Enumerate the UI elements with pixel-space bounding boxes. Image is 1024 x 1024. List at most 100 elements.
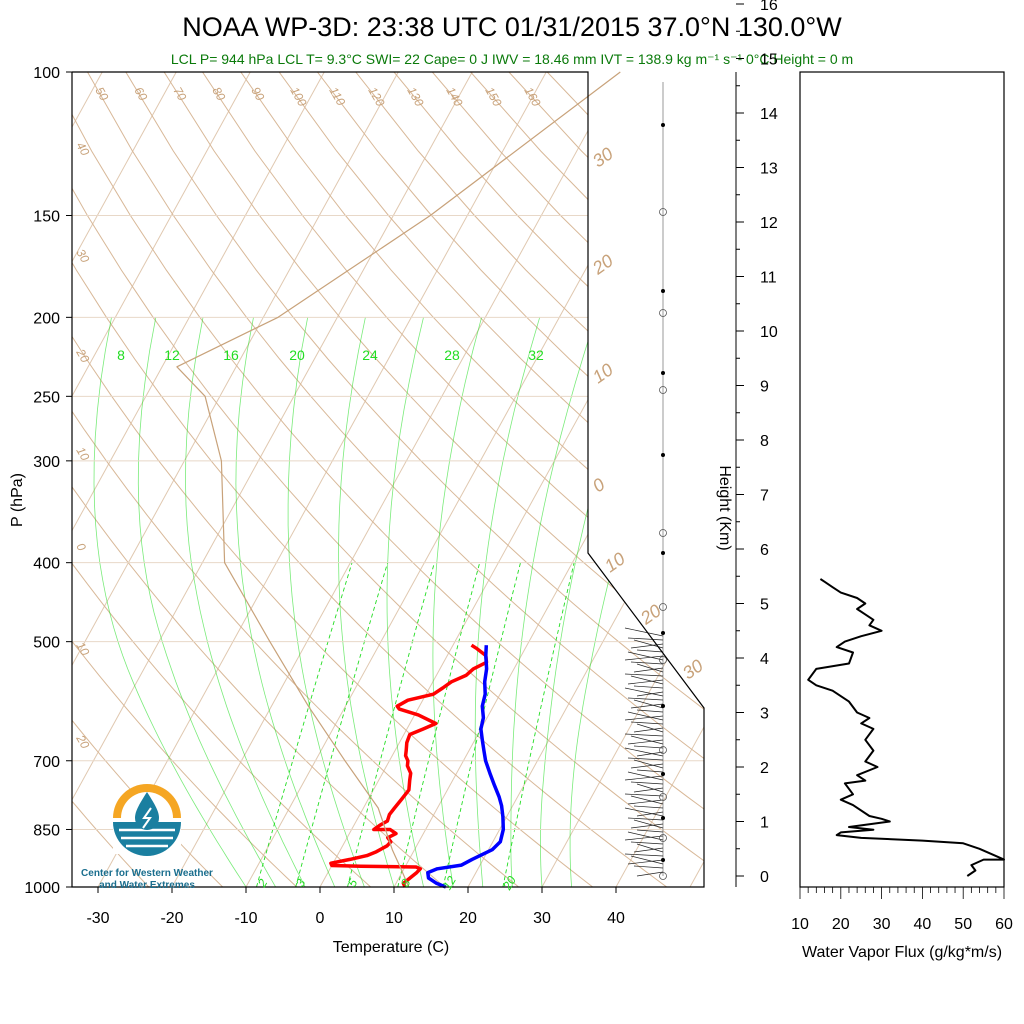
height-tick-label: 6 xyxy=(760,542,769,559)
pressure-tick-label: 700 xyxy=(33,754,60,771)
pressure-tick-label: 1000 xyxy=(24,880,60,897)
wind-barb xyxy=(633,667,664,673)
wind-barb xyxy=(627,679,664,685)
wind-barb xyxy=(624,733,664,737)
wind-barb xyxy=(630,675,664,685)
isotherm-line xyxy=(72,72,399,887)
dry-adiabat-line xyxy=(72,72,391,887)
height-marker-dot xyxy=(661,371,665,375)
height-tick-label: 2 xyxy=(760,760,769,777)
wind-barb xyxy=(633,727,664,733)
wind-barb xyxy=(624,715,664,721)
height-marker-dot xyxy=(661,551,665,555)
height-tick-label: 5 xyxy=(760,597,769,614)
isotherm-label-right: 10 xyxy=(589,359,617,387)
dry-adiabat-line xyxy=(72,72,616,887)
isotherm-line xyxy=(171,72,621,887)
mixing-ratio-label-top: 32 xyxy=(528,347,544,363)
isotherm-label-right: 20 xyxy=(588,250,617,278)
isotherm-line xyxy=(72,72,177,887)
height-tick-label: 0 xyxy=(760,869,769,886)
isotherm-line xyxy=(319,72,704,887)
wind-barb xyxy=(627,799,664,805)
dry-adiabat-line xyxy=(72,72,704,887)
mixing-ratio-label-bottom: 20 xyxy=(500,873,519,893)
wind-barb xyxy=(633,759,664,769)
flux-x-axis-label: Water Vapor Flux (g/kg*m/s) xyxy=(802,944,1002,961)
wind-barb xyxy=(630,721,664,725)
isotherm-label-left: 20 xyxy=(73,732,92,752)
dry-adiabat-line xyxy=(72,72,316,887)
height-tick-label: 4 xyxy=(760,651,769,668)
isotherm-line xyxy=(72,72,251,887)
wind-barb xyxy=(624,673,664,677)
isotherm-line xyxy=(541,72,704,887)
height-marker-ring xyxy=(659,208,667,216)
isotherm-line xyxy=(393,72,704,887)
wind-barb xyxy=(633,805,664,809)
moist-adiabat-line xyxy=(137,317,276,887)
dry-adiabat-line xyxy=(278,72,704,887)
isotherm-label-left: 10 xyxy=(73,445,92,464)
dry-adiabat-line xyxy=(72,72,466,887)
mixing-ratio-line xyxy=(397,562,481,887)
dry-adiabat-line xyxy=(87,72,704,887)
flux-tick-label: 20 xyxy=(832,916,850,933)
x-axis-label: Temperature (C) xyxy=(333,939,449,956)
height-marker-dot xyxy=(661,704,665,708)
dry-adiabat-line xyxy=(470,72,704,887)
height-tick-label: 16 xyxy=(760,0,778,14)
moist-adiabat-line xyxy=(474,317,541,887)
flux-tick-label: 30 xyxy=(873,916,891,933)
temperature-tick-label: -30 xyxy=(86,910,109,927)
height-tick-label: 9 xyxy=(760,379,769,396)
isotherm-label-left: 0 xyxy=(73,541,89,554)
moist-adiabat-line xyxy=(235,317,336,887)
wind-barb xyxy=(624,775,664,781)
height-marker-ring xyxy=(659,872,667,880)
dry-adiabat-line xyxy=(317,72,704,887)
moist-adiabat-line xyxy=(287,317,365,887)
wind-barb xyxy=(624,853,664,857)
wind-barb xyxy=(627,651,664,661)
height-marker-dot xyxy=(661,453,665,457)
isotherm-line xyxy=(72,72,473,887)
height-marker-dot xyxy=(661,816,665,820)
flux-tick-label: 40 xyxy=(914,916,932,933)
wind-barb xyxy=(636,663,664,673)
wind-barb xyxy=(627,817,664,821)
height-tick-label: 13 xyxy=(760,161,778,178)
pressure-tick-label: 100 xyxy=(33,65,60,82)
wind-barb xyxy=(630,661,664,665)
mixing-ratio-label-top: 16 xyxy=(223,347,239,363)
height-marker-ring xyxy=(659,386,667,394)
flux-tick-label: 10 xyxy=(791,916,809,933)
flux-series-line xyxy=(807,578,1005,877)
logo-text-line1: Center for Western Weather xyxy=(81,868,213,879)
wind-barb xyxy=(636,649,664,653)
wind-barb xyxy=(636,829,664,833)
wind-barb xyxy=(636,843,664,853)
dry-adiabat-line xyxy=(72,72,166,887)
temperature-tick-label: -20 xyxy=(160,910,183,927)
wind-barb xyxy=(633,745,664,749)
parcel-series-line xyxy=(176,71,621,888)
wind-barb xyxy=(624,627,664,637)
moist-adiabat-line xyxy=(386,317,424,887)
wind-barb xyxy=(630,781,664,785)
dry-adiabat-line xyxy=(72,72,691,887)
height-tick-label: 12 xyxy=(760,215,778,232)
isotherm-line xyxy=(615,72,704,887)
wind-barb xyxy=(624,793,664,797)
height-tick-label: 3 xyxy=(760,706,769,723)
temperature-tick-label: 30 xyxy=(533,910,551,927)
moist-adiabat-line xyxy=(432,317,482,887)
wind-barb xyxy=(633,819,664,829)
water-drop-icon xyxy=(113,784,181,856)
height-marker-dot xyxy=(661,289,665,293)
mixing-ratio-label-top: 28 xyxy=(444,347,460,363)
height-tick-label: 11 xyxy=(760,270,777,287)
height-marker-ring xyxy=(659,834,667,842)
temperature-tick-label: 0 xyxy=(316,910,325,927)
